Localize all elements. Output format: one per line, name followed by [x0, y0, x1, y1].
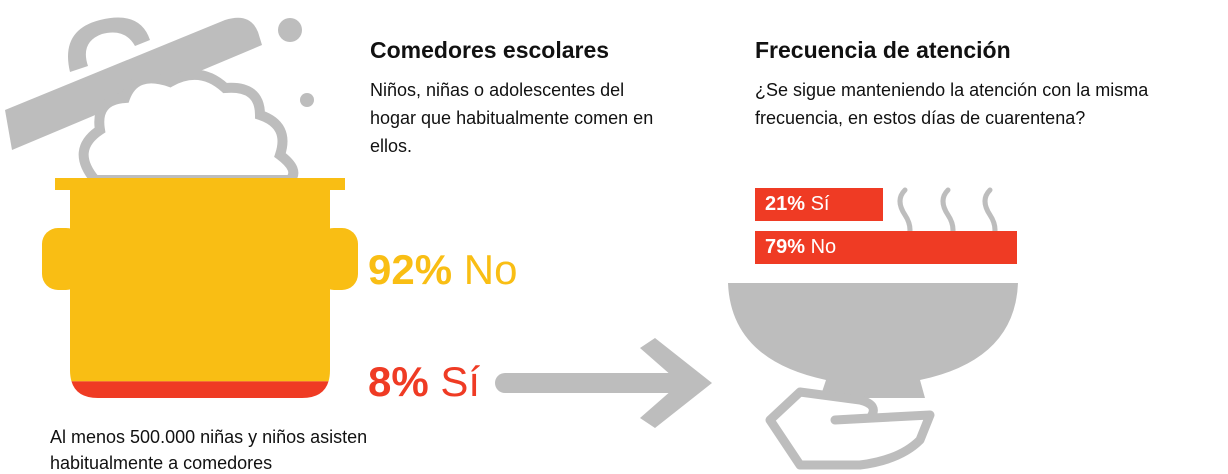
left-title: Comedores escolares — [370, 37, 610, 63]
bar: 79% No — [755, 231, 1017, 264]
right-subtitle: ¿Se sigue manteniendo la atención con la… — [755, 80, 1149, 128]
bar-label: 79% — [765, 236, 806, 258]
pot-rim — [55, 178, 345, 190]
foam — [78, 69, 299, 185]
hand — [765, 387, 935, 470]
bar-label: No — [810, 236, 837, 258]
bar: 21% Sí — [755, 188, 884, 221]
bowl — [728, 283, 1018, 398]
pot-segment — [70, 381, 330, 398]
right-title: Frecuencia de atención — [755, 37, 1011, 63]
left-note: Al menos 500.000 niñas y niños asisten h… — [50, 427, 368, 473]
bar-label: Sí — [810, 193, 830, 215]
pot-segment — [70, 190, 330, 382]
left-value: 8% Sí — [368, 358, 481, 405]
left-subtitle: Niños, niñas o adolescentes del hogar qu… — [370, 80, 654, 156]
arrow — [495, 338, 712, 428]
bar-label: 21% — [765, 193, 806, 215]
left-value: 92% No — [368, 246, 518, 293]
